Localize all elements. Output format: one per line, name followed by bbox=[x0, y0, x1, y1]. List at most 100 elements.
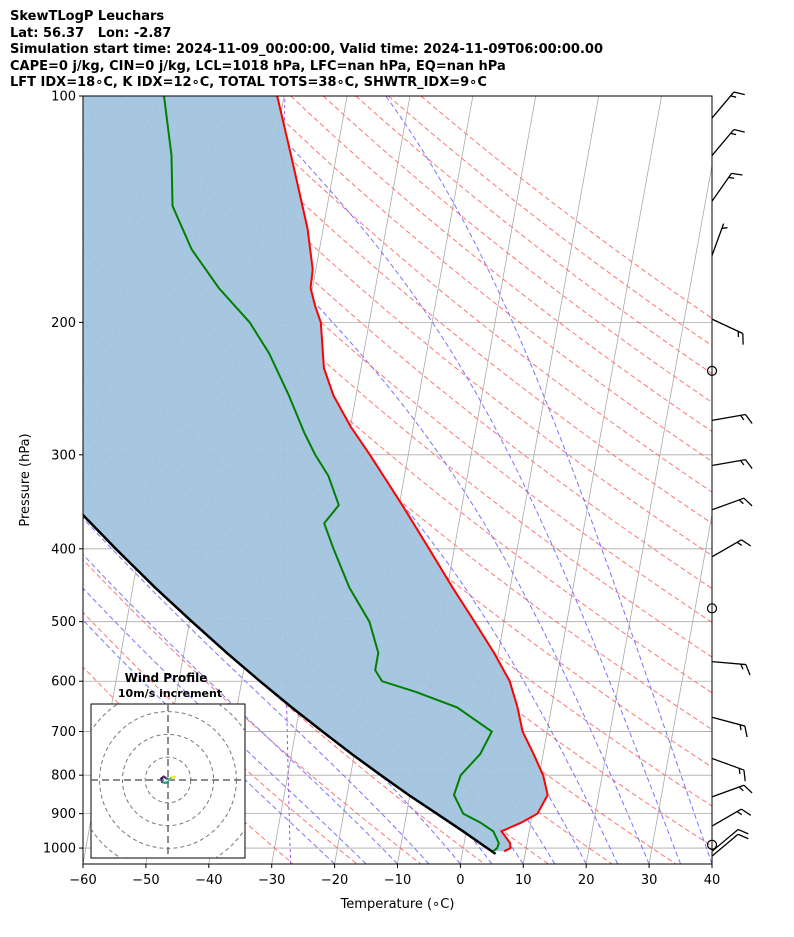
wind-barb bbox=[711, 784, 753, 798]
wind-barb-staff bbox=[711, 318, 744, 335]
wind-barb-halfflag bbox=[730, 132, 737, 136]
y-tick-label: 800 bbox=[51, 769, 76, 784]
wind-barb-halfflag bbox=[738, 768, 741, 774]
isotherm-line bbox=[585, 162, 712, 864]
wind-barb-halfflag bbox=[728, 176, 735, 179]
x-tick-label: 10 bbox=[515, 873, 532, 888]
wind-barb-flag bbox=[743, 497, 753, 507]
location-line: Lat: 56.37 Lon: -2.87 bbox=[10, 26, 172, 41]
isotherm-line bbox=[522, 96, 662, 864]
wind-barb-flag bbox=[742, 333, 744, 345]
wind-barb-halfflag bbox=[738, 786, 744, 792]
dry-adiabat bbox=[83, 559, 422, 864]
x-tick-label: 0 bbox=[456, 873, 464, 888]
dry-adiabat bbox=[388, 96, 712, 347]
isotherm-line bbox=[775, 96, 794, 864]
wind-barb-halfflag bbox=[738, 499, 744, 505]
x-tick-label: −20 bbox=[321, 873, 348, 888]
dry-adiabat bbox=[322, 96, 712, 403]
wind-barb-staff bbox=[711, 660, 746, 666]
wind-barb bbox=[711, 539, 752, 558]
wind-barb bbox=[711, 128, 745, 156]
y-tick-label: 600 bbox=[51, 675, 76, 690]
wind-barb bbox=[711, 716, 748, 738]
wind-barb-halfflag bbox=[740, 414, 745, 421]
calm-wind-marker bbox=[706, 603, 718, 614]
y-tick-label: 100 bbox=[51, 90, 76, 105]
x-tick-label: −60 bbox=[69, 873, 96, 888]
wind-barb-flag bbox=[731, 172, 743, 176]
wind-barb-flag bbox=[744, 414, 753, 424]
wind-barb-halfflag bbox=[736, 811, 743, 816]
cape-line: CAPE=0 j/kg, CIN=0 j/kg, LCL=1018 hPa, L… bbox=[10, 59, 506, 74]
wind-barb bbox=[711, 91, 745, 119]
hodograph-area bbox=[91, 704, 245, 858]
wind-barb-halfflag bbox=[739, 724, 742, 731]
wind-barb-flag bbox=[737, 828, 749, 835]
wind-barb-staff bbox=[711, 458, 746, 467]
wind-barb bbox=[711, 828, 749, 852]
wind-barb bbox=[711, 833, 749, 857]
y-tick-label: 1000 bbox=[43, 842, 76, 857]
wind-barb bbox=[711, 318, 744, 345]
wind-barb bbox=[711, 223, 728, 256]
y-tick-label: 400 bbox=[51, 542, 76, 557]
wind-barb-flag bbox=[741, 539, 752, 547]
dry-adiabat bbox=[160, 96, 712, 557]
wind-barb bbox=[711, 458, 753, 469]
dry-adiabat bbox=[225, 96, 712, 493]
isotherm-line bbox=[711, 861, 712, 864]
wind-barb-halfflag bbox=[721, 227, 728, 229]
y-tick-label: 500 bbox=[51, 615, 76, 630]
wind-barb-halfflag bbox=[740, 663, 744, 670]
moist-adiabat bbox=[120, 96, 650, 864]
x-tick-label: −40 bbox=[195, 873, 222, 888]
wind-barb-halfflag bbox=[736, 541, 743, 546]
y-tick-label: 900 bbox=[51, 807, 76, 822]
wind-barb-flag bbox=[743, 769, 746, 782]
wind-barb-staff bbox=[711, 223, 725, 256]
wind-barb-flag bbox=[737, 833, 749, 840]
wind-barb-staff bbox=[711, 828, 739, 852]
wind-barb-flag bbox=[745, 664, 751, 676]
dry-adiabat bbox=[192, 96, 712, 525]
wind-barb-flag bbox=[744, 725, 748, 738]
y-axis-label: Pressure (hPa) bbox=[18, 433, 33, 526]
wind-barb-staff bbox=[711, 172, 733, 202]
plot-area bbox=[83, 96, 794, 864]
y-tick-label: 200 bbox=[51, 316, 76, 331]
chart-title: SkewTLogP Leuchars bbox=[10, 9, 165, 24]
hodograph-subtitle: 10m/s increment bbox=[118, 687, 222, 700]
x-tick-label: 20 bbox=[578, 873, 595, 888]
x-axis-label: Temperature (∘C) bbox=[340, 897, 455, 912]
hodograph-title: Wind Profile bbox=[125, 671, 208, 685]
x-tick-label: −50 bbox=[132, 873, 159, 888]
wind-barb bbox=[711, 172, 743, 202]
wind-barb bbox=[711, 757, 746, 782]
moist-adiabat bbox=[83, 553, 398, 864]
dry-adiabat bbox=[290, 96, 712, 433]
wind-barb-flag bbox=[741, 808, 752, 816]
wind-barb-flag bbox=[733, 91, 745, 96]
wind-barb-staff bbox=[711, 539, 742, 558]
wind-barb-flag bbox=[744, 459, 753, 469]
wind-barb bbox=[711, 660, 751, 676]
wind-barb-staff bbox=[711, 716, 746, 727]
wind-barb bbox=[711, 413, 753, 424]
isotherm-line bbox=[83, 96, 96, 168]
index-line: LFT IDX=18∘C, K IDX=12∘C, TOTAL TOTS=38∘… bbox=[10, 75, 487, 90]
wind-barb-halfflag bbox=[740, 460, 745, 466]
y-tick-label: 300 bbox=[51, 448, 76, 463]
parcel-profile-line bbox=[83, 513, 497, 855]
moist-adiabat bbox=[83, 587, 367, 864]
dewpoint-line bbox=[163, 96, 500, 853]
moist-adiabat bbox=[83, 248, 587, 864]
y-tick-label: 700 bbox=[51, 725, 76, 740]
wind-barb-staff bbox=[711, 497, 745, 511]
wind-barb-halfflag bbox=[730, 95, 737, 98]
x-tick-label: 30 bbox=[641, 873, 658, 888]
dry-adiabat bbox=[420, 96, 712, 319]
x-tick-label: −10 bbox=[384, 873, 411, 888]
wind-barb bbox=[711, 497, 753, 511]
